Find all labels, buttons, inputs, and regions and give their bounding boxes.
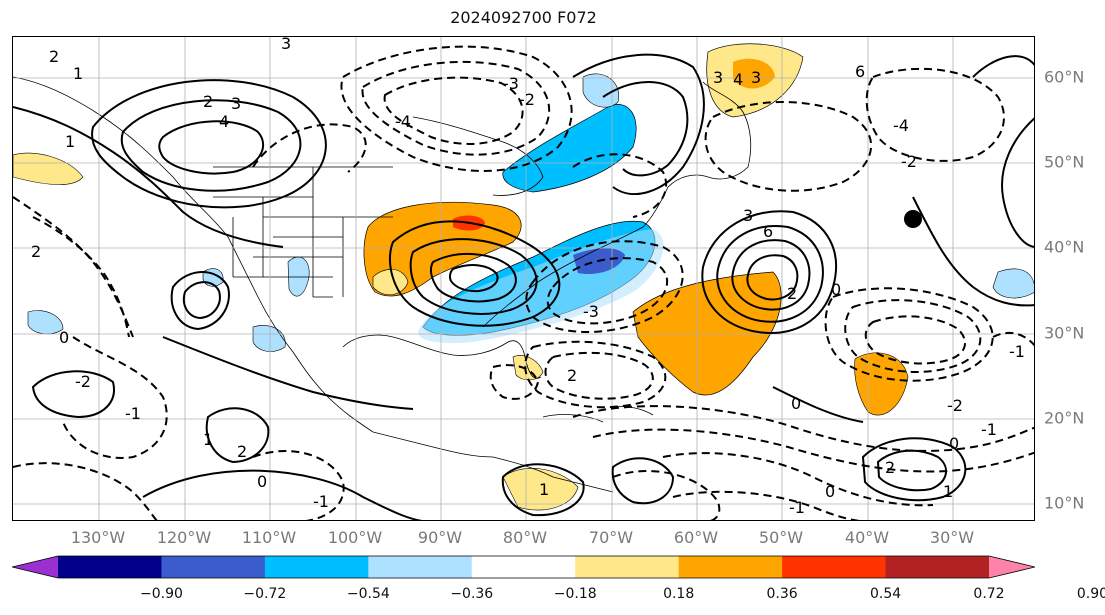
colorbar-tick-label: −0.54 [346, 586, 390, 602]
contour-label: -3 [583, 302, 599, 321]
shade-lightblue-canada [582, 73, 620, 108]
map-canvas: 2 1 3 4 2 3 1 -4 -3 -2 3 4 3 6 -4 -2 3 6… [13, 37, 1034, 520]
colorbar [12, 555, 1035, 579]
contour-label: 6 [855, 62, 865, 81]
contour-label: 0 [831, 280, 841, 299]
contour-label: 1 [73, 64, 83, 83]
lon-label: 50°W [758, 528, 804, 547]
contour-label: 1 [943, 482, 953, 501]
shade-orange-labrador [733, 58, 775, 89]
shade-lightblue-east [992, 268, 1034, 299]
colorbar-tick-label: 0.54 [869, 586, 902, 602]
shade-lightblue-pacific [27, 310, 64, 335]
zero-contours [162, 196, 1034, 423]
lon-label: 60°W [673, 528, 719, 547]
colorbar-segment [885, 556, 990, 578]
shade-orange-atlantic [632, 271, 782, 396]
lon-label: 130°W [70, 528, 126, 547]
lon-label: 120°W [156, 528, 212, 547]
shade-lightblue-plains [287, 256, 310, 297]
contour-label: -2 [947, 396, 963, 415]
lat-label: 30°N [1044, 323, 1085, 343]
contour-label: 3 [743, 206, 753, 225]
contour-label: -4 [893, 116, 909, 135]
colorbar-segment [161, 556, 266, 578]
contour-label: 6 [763, 222, 773, 241]
lat-label: 10°N [1044, 493, 1085, 513]
contour-label: -1 [125, 404, 141, 423]
contour-label: -2 [901, 152, 917, 171]
contour-label: 1 [65, 132, 75, 151]
contour-label: -2 [75, 372, 91, 391]
colorbar-tick-label: −0.90 [139, 586, 183, 602]
map-title: 2024092700 F072 [450, 8, 597, 27]
lon-label: 80°W [502, 528, 548, 547]
lon-label: 110°W [241, 528, 297, 547]
colorbar-tick-label: −0.72 [243, 586, 287, 602]
lon-label: 40°W [844, 528, 890, 547]
contour-label: 3 [281, 37, 291, 53]
shade-orange-east-atlantic [854, 352, 909, 416]
lon-label: 100°W [327, 528, 383, 547]
contour-label: 3 [231, 94, 241, 113]
contour-label: 2 [31, 242, 41, 261]
lon-label: 70°W [588, 528, 634, 547]
lat-label: 60°N [1044, 67, 1085, 87]
contour-labels: 2 1 3 4 2 3 1 -4 -3 -2 3 4 3 6 -4 -2 3 6… [31, 37, 1025, 517]
positive-contours [13, 53, 1034, 520]
colorbar-segment [58, 556, 162, 578]
contour-label: -2 [519, 90, 535, 109]
black-dot-marker [904, 210, 922, 228]
contour-label: 2 [237, 442, 247, 461]
contour-label: -1 [981, 420, 997, 439]
colorbar-tick-label: 0.36 [766, 586, 798, 602]
lat-label: 40°N [1044, 237, 1085, 257]
colorbar-segment [368, 556, 473, 578]
contour-label: 2 [567, 366, 577, 385]
contour-label: -3 [503, 74, 519, 93]
colorbar-extend-low [12, 556, 58, 578]
colorbar-tick-label: 0.90 [1076, 586, 1105, 602]
lat-label: 20°N [1044, 408, 1085, 428]
colorbar-tick-label: 0.18 [663, 586, 695, 602]
contour-label: 1 [539, 480, 549, 499]
colorbar-segment [471, 556, 576, 578]
colorbar-segment [782, 556, 887, 578]
graticule [13, 37, 1034, 520]
shade-yellow-great-lakes [372, 269, 409, 295]
contour-label: -1 [1009, 342, 1025, 361]
contour-label: 1 [203, 430, 213, 449]
contour-label: -4 [395, 112, 411, 131]
colorbar-segment [678, 556, 783, 578]
shade-lightblue-gulf-west [252, 325, 286, 352]
contour-label: 2 [787, 284, 797, 303]
contour-label: 0 [791, 394, 801, 413]
contour-label: 4 [733, 70, 743, 89]
contour-label: 0 [257, 472, 267, 491]
lon-label: 90°W [417, 528, 463, 547]
colorbar-tick-label: 0.72 [973, 586, 1005, 602]
anomaly-shading [13, 43, 1034, 511]
colorbar-tick-label: −0.18 [553, 586, 597, 602]
lon-label: 30°W [929, 528, 975, 547]
negative-contours [13, 45, 1034, 520]
lat-label: 50°N [1044, 152, 1085, 172]
contour-label: 3 [713, 68, 723, 87]
contour-label: 4 [219, 112, 229, 131]
contour-label: 3 [751, 68, 761, 87]
colorbar-segment [575, 556, 680, 578]
contour-label: -1 [789, 498, 805, 517]
shade-yellow-pacific [13, 152, 84, 185]
contour-label: 2 [885, 458, 895, 477]
contour-label: 2 [49, 47, 59, 66]
contour-label: 2 [203, 92, 213, 111]
colorbar-extend-high [989, 556, 1035, 578]
contour-label: 0 [949, 434, 959, 453]
contour-label: -1 [313, 492, 329, 511]
map-panel: 2 1 3 4 2 3 1 -4 -3 -2 3 4 3 6 -4 -2 3 6… [12, 36, 1035, 521]
contour-label: 0 [59, 328, 69, 347]
colorbar-tick-label: −0.36 [450, 586, 494, 602]
colorbar-segment [264, 556, 369, 578]
contour-label: 0 [825, 482, 835, 501]
